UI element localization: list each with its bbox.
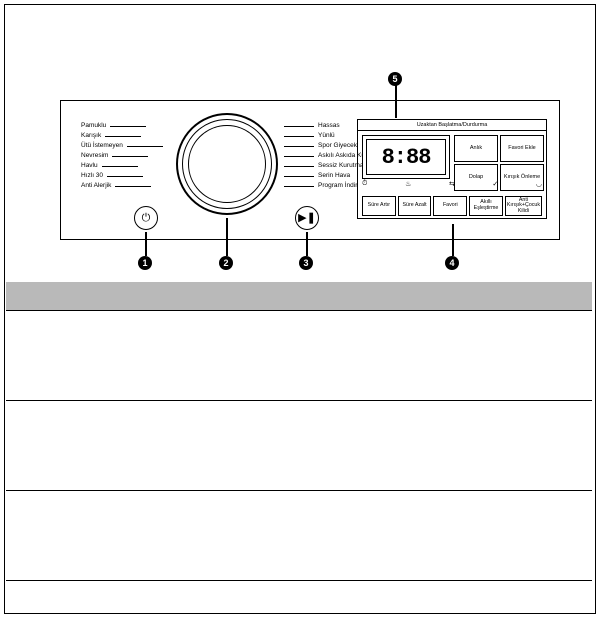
table-row bbox=[6, 310, 592, 400]
segment-text: 8:88 bbox=[367, 140, 445, 176]
display-module: Uzaktan Başlatma/Durdurma 8:88 ⏱ ♨ ⇆ ✓ ◡… bbox=[357, 119, 547, 219]
option-cell: Anlık bbox=[454, 135, 498, 162]
page: Pamuklu Karışık Ütü İstemeyen Nevresim H… bbox=[0, 0, 600, 618]
callout-1: 1 bbox=[138, 256, 152, 270]
callout-2: 2 bbox=[219, 256, 233, 270]
table-cell bbox=[6, 490, 64, 580]
module-title: Uzaktan Başlatma/Durdurma bbox=[358, 120, 546, 131]
function-button: Akıllı Eşleştirme bbox=[469, 196, 503, 216]
power-button: ⏻ bbox=[134, 206, 158, 230]
program-label: Karışık bbox=[81, 132, 101, 140]
table-header-cell bbox=[6, 282, 64, 310]
table-row bbox=[6, 400, 592, 490]
program-label: Ütü İstemeyen bbox=[81, 142, 123, 150]
power-icon: ⏻ bbox=[142, 213, 151, 224]
function-button: Süre Artır bbox=[362, 196, 396, 216]
function-button: Favori bbox=[433, 196, 467, 216]
program-label: Serin Hava bbox=[318, 172, 350, 180]
leader-line bbox=[395, 84, 397, 118]
leader-line bbox=[145, 232, 147, 256]
program-label: Program İndir bbox=[318, 182, 357, 190]
table-cell bbox=[6, 310, 64, 400]
seven-segment-display: 8:88 bbox=[362, 135, 450, 179]
description-table bbox=[6, 282, 592, 581]
function-button-row: Süre Artır Süre Azalt Favori Akıllı Eşle… bbox=[362, 196, 542, 216]
status-icon: ♨ bbox=[405, 180, 411, 190]
program-dial bbox=[176, 113, 278, 215]
table-cell bbox=[64, 310, 592, 400]
option-cell: Kırışık Önleme bbox=[500, 164, 544, 191]
callout-5: 5 bbox=[388, 72, 402, 86]
table-row bbox=[6, 490, 592, 580]
control-panel-diagram: Pamuklu Karışık Ütü İstemeyen Nevresim H… bbox=[60, 100, 560, 240]
table-cell bbox=[6, 400, 64, 490]
option-cell: Dolap bbox=[454, 164, 498, 191]
function-button: Süre Azalt bbox=[398, 196, 432, 216]
program-labels-left: Pamuklu Karışık Ütü İstemeyen Nevresim H… bbox=[81, 121, 163, 191]
program-label: Pamuklu bbox=[81, 122, 106, 130]
program-label: Nevresim bbox=[81, 152, 108, 160]
option-cell: Favori Ekle bbox=[500, 135, 544, 162]
table-cell bbox=[64, 490, 592, 580]
table-cell bbox=[64, 400, 592, 490]
program-label: Spor Giyecek bbox=[318, 142, 357, 150]
program-label: Yünlü bbox=[318, 132, 335, 140]
program-label: Havlu bbox=[81, 162, 98, 170]
start-pause-button: ▶❚ bbox=[295, 206, 319, 230]
callout-3: 3 bbox=[299, 256, 313, 270]
status-icon: ⏱ bbox=[362, 180, 367, 190]
play-pause-icon: ▶❚ bbox=[298, 213, 316, 224]
leader-line bbox=[226, 218, 228, 256]
program-label: Hızlı 30 bbox=[81, 172, 103, 180]
callout-4: 4 bbox=[445, 256, 459, 270]
program-label: Anti Alerjik bbox=[81, 182, 111, 190]
leader-line bbox=[306, 232, 308, 256]
leader-line bbox=[452, 224, 454, 256]
option-grid: Anlık Favori Ekle Dolap Kırışık Önleme bbox=[454, 135, 544, 191]
function-button: Anti Kırışık+Çocuk Kilidi bbox=[505, 196, 542, 216]
table-header-cell bbox=[64, 282, 592, 310]
program-label: Hassas bbox=[318, 122, 340, 130]
table-header-row bbox=[6, 282, 592, 310]
